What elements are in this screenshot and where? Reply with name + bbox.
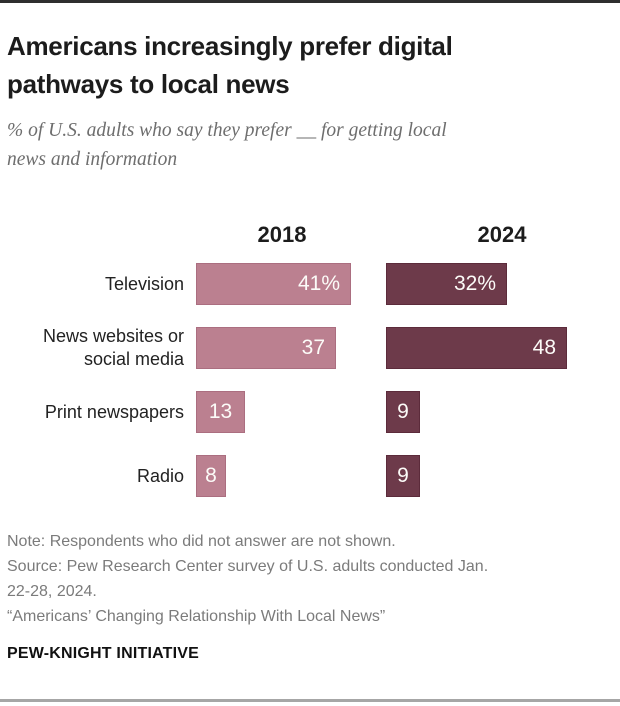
chart-rows: Television 41% 32% News websites or social … bbox=[0, 252, 620, 508]
footer-notes: Note: Respondents who did not answer are… bbox=[7, 529, 607, 629]
bar-value-label: 13 bbox=[208, 400, 233, 423]
bar-value-label: 37 bbox=[301, 336, 325, 359]
bar-value-label: 32% bbox=[453, 272, 496, 295]
bar-2018-television: 41% bbox=[196, 263, 351, 305]
footer-source-line2: 22-28, 2024. bbox=[7, 583, 97, 600]
chart-row-print-newspapers: Print newspapers 13 9 bbox=[0, 380, 620, 444]
footer-source-line: Source: Pew Research Center survey of U.… bbox=[7, 558, 489, 575]
category-label-news-websites-or-social-media: News websites or social media bbox=[42, 326, 184, 369]
brand-label: PEW-KNIGHT INITIATIVE bbox=[7, 645, 200, 662]
bar-value-label: 9 bbox=[397, 464, 409, 487]
bar-2018-radio: 8 bbox=[196, 455, 226, 497]
bar-cell-2024-radio: 9 bbox=[386, 455, 609, 497]
bar-2024-print-newspapers: 9 bbox=[386, 391, 420, 433]
bar-cell-2024-news-websites-or-social-media: 48 bbox=[386, 327, 609, 369]
bar-cell-2018-television: 41% bbox=[196, 263, 386, 305]
bar-2024-television: 32% bbox=[386, 263, 507, 305]
bar-2018-news-websites-or-social-media: 37 bbox=[196, 327, 336, 369]
bar-cell-2018-radio: 8 bbox=[196, 455, 386, 497]
chart-subtitle-line2: news and information bbox=[7, 149, 178, 170]
top-border-rule bbox=[0, 0, 620, 3]
category-label-television: Television bbox=[104, 273, 184, 294]
bar-value-label: 41% bbox=[297, 272, 340, 295]
footer-note-line: Note: Respondents who did not answer are… bbox=[7, 533, 396, 550]
column-header-2024: 2024 bbox=[477, 222, 527, 247]
bar-2018-print-newspapers: 13 bbox=[196, 391, 245, 433]
page-title-line2: pathways to local news bbox=[7, 69, 290, 99]
page-title-line1: Americans increasingly prefer digital bbox=[7, 31, 453, 61]
category-label-print-newspapers: Print newspapers bbox=[44, 401, 184, 422]
chart-row-news-websites-or-social-media: News websites or social media 37 48 bbox=[0, 316, 620, 380]
bar-value-label: 8 bbox=[205, 464, 217, 487]
footer-report-title: “Americans’ Changing Relationship With L… bbox=[7, 608, 386, 625]
bar-cell-2018-print-newspapers: 13 bbox=[196, 391, 386, 433]
chart-subtitle: % of U.S. adults who say they prefer __ … bbox=[7, 116, 597, 174]
bar-value-label: 48 bbox=[532, 336, 556, 359]
chart-row-television: Television 41% 32% bbox=[0, 252, 620, 316]
bottom-border-rule bbox=[0, 699, 620, 702]
chart-row-radio: Radio 8 9 bbox=[0, 444, 620, 508]
column-header-2018: 2018 bbox=[257, 222, 307, 247]
bar-cell-2024-print-newspapers: 9 bbox=[386, 391, 609, 433]
bar-2024-news-websites-or-social-media: 48 bbox=[386, 327, 567, 369]
bar-cell-2018-news-websites-or-social-media: 37 bbox=[196, 327, 386, 369]
bar-cell-2024-television: 32% bbox=[386, 263, 609, 305]
category-label-radio: Radio bbox=[136, 465, 184, 486]
bar-2024-radio: 9 bbox=[386, 455, 420, 497]
chart-subtitle-line1: % of U.S. adults who say they prefer __ … bbox=[7, 120, 447, 141]
page-title: Americans increasingly prefer digital pa… bbox=[7, 27, 567, 103]
bar-value-label: 9 bbox=[397, 400, 409, 423]
